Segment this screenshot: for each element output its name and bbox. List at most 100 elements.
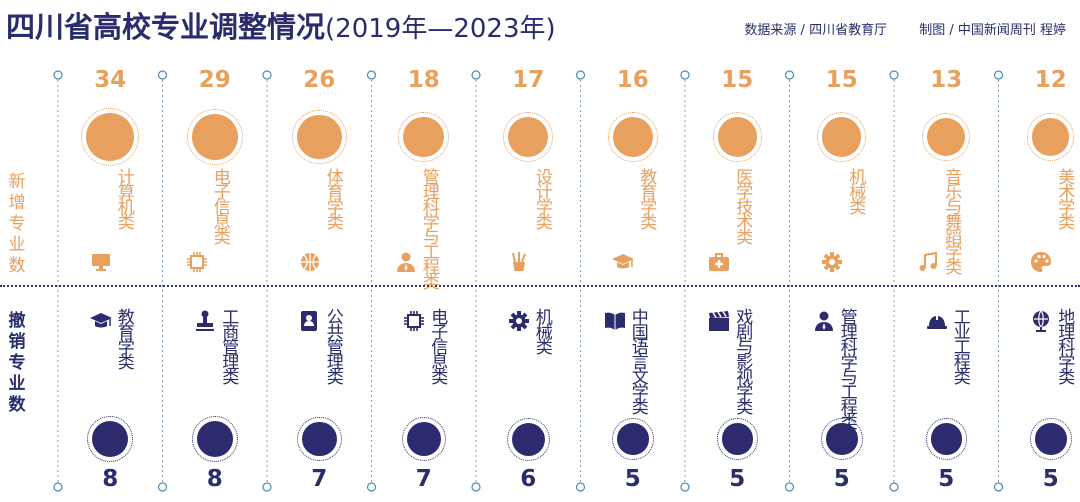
guide-line-endpoint <box>993 70 1004 80</box>
guide-line-endpoint <box>262 70 272 80</box>
removed-category-label: 教育学类 <box>113 308 134 368</box>
chart-column: 16 教育学类 中国语言文学类 5 <box>583 0 683 502</box>
removed-value-label: 7 <box>311 466 328 492</box>
globe-icon <box>1029 309 1053 333</box>
removed-bubble <box>930 423 962 455</box>
removed-value-label: 8 <box>206 466 223 492</box>
added-category-label: 设计学类 <box>531 168 552 228</box>
chart-column: 15 医学技术类戏剧与影视学类 5 <box>687 0 787 502</box>
chart-column: 15 机械类 管理科学与工程类 5 <box>792 0 892 502</box>
added-category-label: 机械类 <box>845 168 866 213</box>
removed-category-label: 戏剧与影视学类 <box>732 308 753 413</box>
guide-line-endpoint <box>993 482 1004 492</box>
removed-bubble-ring <box>716 418 758 460</box>
added-category-label: 美术学类 <box>1054 168 1075 228</box>
removed-bubble <box>617 423 649 455</box>
added-category-label: 教育学类 <box>636 168 657 228</box>
gear-icon <box>820 250 844 274</box>
removed-value-label: 6 <box>520 466 537 492</box>
graduation-cap-icon <box>611 250 635 274</box>
document-person-icon <box>298 309 322 333</box>
added-category-label: 音乐与舞蹈学类 <box>941 168 962 273</box>
hard-hat-icon <box>925 309 949 333</box>
removed-bubble-ring <box>506 417 550 461</box>
person-icon <box>394 250 418 274</box>
guide-line-endpoint <box>157 70 168 80</box>
gear-icon <box>507 309 531 333</box>
added-value-label: 34 <box>94 67 127 93</box>
added-bubble <box>927 117 966 157</box>
guide-line-endpoint <box>784 482 795 492</box>
added-bubble <box>403 116 445 158</box>
guide-line-endpoint <box>575 482 586 492</box>
added-value-label: 26 <box>303 67 336 93</box>
added-value-label: 12 <box>1034 67 1067 93</box>
removed-value-label: 8 <box>102 466 119 492</box>
removed-bubble-ring <box>821 418 863 460</box>
basketball-icon <box>298 250 322 274</box>
added-bubble-ring <box>1027 113 1075 161</box>
removed-bubble <box>92 421 129 457</box>
chart-column: 17 设计学类 机械类 6 <box>478 0 578 502</box>
guide-line-endpoint <box>889 482 899 492</box>
removed-value-label: 5 <box>729 466 746 492</box>
data-source: 数据来源 / 四川省教育厅 <box>744 23 888 38</box>
added-bubble-ring <box>712 112 762 162</box>
added-bubble-ring <box>291 109 347 165</box>
chart-column: 12 美术学类 地理科学类 5 <box>1001 0 1080 502</box>
clapperboard-icon <box>707 309 731 333</box>
removed-row-label: 撤销专业数 <box>8 311 26 415</box>
palette-icon <box>1029 250 1053 274</box>
added-bubble-ring <box>607 112 658 162</box>
chart-column: 34 计算机类教育学类 8 <box>60 0 160 502</box>
removed-bubble <box>721 423 753 455</box>
guide-line-endpoint <box>157 482 168 492</box>
music-note-icon <box>916 250 940 274</box>
added-category-label: 体育学类 <box>322 168 343 228</box>
added-bubble-ring <box>817 112 867 162</box>
added-bubble <box>191 113 238 160</box>
removed-bubble <box>406 421 441 457</box>
removed-bubble <box>196 421 233 457</box>
added-category-label: 计算机类 <box>113 168 134 228</box>
chart-column: 18 管理科学与工程类 电子信息类 7 <box>374 0 474 502</box>
removed-bubble-ring <box>1030 418 1072 460</box>
chip-icon <box>185 250 209 274</box>
removed-bubble-ring <box>87 416 134 462</box>
added-category-label: 医学技术类 <box>732 168 753 243</box>
removed-category-label: 工业工程类 <box>949 308 970 383</box>
added-bubble <box>296 114 342 160</box>
added-value-label: 15 <box>721 67 754 93</box>
removed-bubble-ring <box>297 416 342 462</box>
guide-line-endpoint <box>366 482 377 492</box>
chip-icon <box>402 309 426 333</box>
added-value-label: 18 <box>407 67 440 93</box>
guide-line-endpoint <box>53 70 63 80</box>
brush-icon <box>507 250 531 274</box>
removed-category-label: 地理科学类 <box>1054 308 1075 383</box>
added-bubble-ring <box>398 111 450 163</box>
added-value-label: 29 <box>198 67 231 93</box>
guide-line-endpoint <box>262 482 272 492</box>
removed-category-label: 机械类 <box>531 308 552 353</box>
chart-column: 13 音乐与舞蹈学类 工业工程类 5 <box>896 0 996 502</box>
added-category-label: 管理科学与工程类 <box>418 168 439 288</box>
guide-line-endpoint <box>680 70 690 80</box>
added-bubble <box>612 117 653 157</box>
added-bubble-ring <box>186 108 243 165</box>
added-category-label: 电子信息类 <box>209 168 230 243</box>
added-bubble <box>86 113 135 161</box>
removed-bubble-ring <box>191 416 238 462</box>
removed-value-label: 5 <box>624 466 641 492</box>
monitor-icon <box>89 250 113 274</box>
removed-bubble <box>1035 423 1067 455</box>
added-value-label: 13 <box>930 67 963 93</box>
removed-bubble-ring <box>925 418 967 460</box>
removed-value-label: 5 <box>833 466 850 492</box>
added-value-label: 15 <box>825 67 858 93</box>
added-bubble <box>717 117 757 157</box>
removed-value-label: 7 <box>415 466 432 492</box>
added-bubble <box>822 117 862 157</box>
added-bubble <box>1032 118 1070 156</box>
